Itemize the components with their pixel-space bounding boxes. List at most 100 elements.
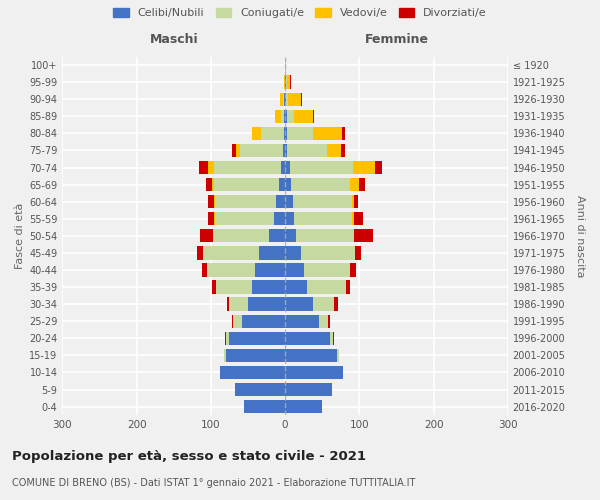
Bar: [197, 246, 203, 260]
Bar: [252, 280, 285, 293]
Bar: [275, 110, 281, 123]
Y-axis label: Fasce di età: Fasce di età: [15, 202, 25, 269]
Text: Femmine: Femmine: [364, 34, 428, 46]
Bar: [229, 332, 285, 345]
Bar: [208, 195, 214, 208]
Bar: [285, 161, 290, 174]
Bar: [280, 92, 283, 106]
Bar: [307, 280, 346, 293]
Bar: [232, 314, 233, 328]
Bar: [352, 195, 354, 208]
Bar: [226, 332, 229, 345]
Legend: Celibi/Nubili, Coniugati/e, Vedovi/e, Divorziati/e: Celibi/Nubili, Coniugati/e, Vedovi/e, Di…: [109, 3, 491, 22]
Bar: [288, 92, 301, 106]
Bar: [235, 383, 285, 396]
Bar: [214, 212, 215, 226]
Bar: [285, 314, 319, 328]
Bar: [284, 126, 285, 140]
Bar: [262, 126, 284, 140]
Bar: [354, 195, 358, 208]
Bar: [253, 126, 262, 140]
Bar: [226, 348, 285, 362]
Bar: [334, 298, 338, 311]
Bar: [313, 126, 342, 140]
Bar: [284, 76, 285, 89]
Bar: [285, 246, 301, 260]
Bar: [285, 144, 287, 157]
Bar: [285, 332, 329, 345]
Bar: [313, 110, 314, 123]
Bar: [283, 144, 285, 157]
Bar: [294, 212, 352, 226]
Text: Popolazione per età, sesso e stato civile - 2021: Popolazione per età, sesso e stato civil…: [12, 450, 366, 463]
Y-axis label: Anni di nascita: Anni di nascita: [575, 194, 585, 277]
Text: Maschi: Maschi: [149, 34, 198, 46]
Bar: [301, 246, 355, 260]
Bar: [259, 246, 285, 260]
Bar: [227, 298, 229, 311]
Bar: [207, 264, 256, 276]
Bar: [285, 348, 337, 362]
Bar: [285, 298, 313, 311]
Bar: [281, 161, 285, 174]
Bar: [294, 110, 313, 123]
Bar: [287, 76, 290, 89]
Bar: [212, 280, 216, 293]
Bar: [285, 110, 287, 123]
Bar: [236, 144, 240, 157]
Bar: [202, 264, 207, 276]
Bar: [313, 298, 334, 311]
Bar: [328, 144, 341, 157]
Bar: [350, 264, 356, 276]
Bar: [354, 229, 373, 242]
Bar: [290, 76, 291, 89]
Bar: [214, 161, 281, 174]
Bar: [212, 178, 214, 191]
Bar: [293, 195, 352, 208]
Bar: [285, 280, 307, 293]
Bar: [276, 195, 285, 208]
Bar: [232, 144, 236, 157]
Bar: [242, 314, 285, 328]
Bar: [248, 298, 285, 311]
Bar: [342, 126, 344, 140]
Bar: [286, 76, 287, 89]
Bar: [274, 212, 285, 226]
Bar: [279, 178, 285, 191]
Bar: [329, 332, 334, 345]
Bar: [284, 92, 285, 106]
Bar: [199, 161, 208, 174]
Bar: [287, 110, 294, 123]
Bar: [285, 366, 343, 379]
Bar: [208, 212, 214, 226]
Bar: [229, 298, 248, 311]
Bar: [341, 144, 344, 157]
Bar: [350, 178, 359, 191]
Bar: [285, 178, 291, 191]
Bar: [215, 195, 276, 208]
Bar: [240, 144, 283, 157]
Bar: [328, 314, 331, 328]
Bar: [203, 246, 259, 260]
Bar: [285, 92, 286, 106]
Bar: [290, 161, 353, 174]
Bar: [359, 178, 365, 191]
Bar: [291, 178, 350, 191]
Bar: [352, 212, 354, 226]
Bar: [224, 348, 226, 362]
Bar: [214, 178, 279, 191]
Bar: [287, 126, 313, 140]
Bar: [284, 110, 285, 123]
Bar: [285, 126, 287, 140]
Bar: [285, 229, 296, 242]
Bar: [286, 92, 288, 106]
Bar: [208, 161, 214, 174]
Bar: [225, 332, 226, 345]
Bar: [285, 58, 286, 71]
Bar: [256, 264, 285, 276]
Bar: [301, 92, 302, 106]
Bar: [213, 229, 269, 242]
Bar: [346, 280, 350, 293]
Bar: [283, 92, 284, 106]
Bar: [216, 280, 252, 293]
